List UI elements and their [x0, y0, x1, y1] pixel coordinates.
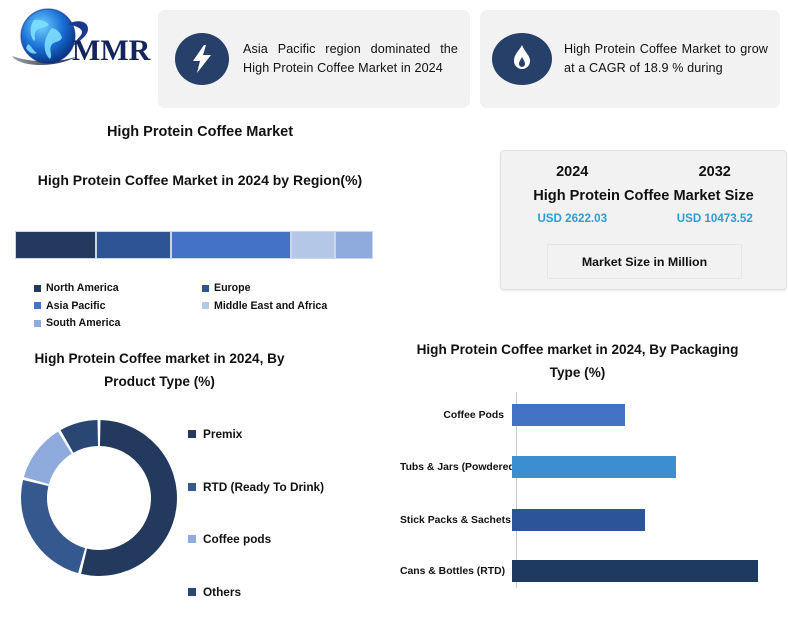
region-legend-item: North America: [34, 281, 202, 296]
market-size-box: 2024 2032 High Protein Coffee Market Siz…: [500, 150, 787, 290]
market-size-year-start: 2024: [501, 164, 644, 180]
legend-swatch-icon: [34, 320, 41, 327]
region-legend-label: North America: [46, 282, 119, 294]
product-type-legend-item: Others: [188, 566, 368, 618]
product-type-legend-item: Premix: [188, 408, 368, 461]
legend-swatch-icon: [202, 285, 209, 292]
product-type-legend-label: Others: [203, 585, 241, 599]
packaging-chart-title: High Protein Coffee market in 2024, By P…: [400, 338, 755, 384]
product-type-legend-label: RTD (Ready To Drink): [203, 480, 324, 494]
packaging-bar-cans-bottles-rtd: [512, 560, 758, 582]
product-type-legend-label: Premix: [203, 427, 242, 441]
region-stacked-bar: [15, 231, 373, 259]
region-legend-item: South America: [34, 316, 202, 331]
packaging-bar-coffee-pods: [512, 404, 625, 426]
region-legend-label: South America: [46, 317, 120, 329]
region-segment-north-america: [15, 231, 96, 259]
legend-swatch-icon: [188, 483, 196, 491]
packaging-bar-chart: Coffee Pods Tubs & Jars (Powdered) Stick P…: [400, 392, 788, 597]
product-type-legend: Premix RTD (Ready To Drink) Coffee pods Oth…: [188, 408, 368, 618]
market-size-caption: High Protein Coffee Market Size: [501, 188, 786, 204]
region-legend-col-2: Europe Middle East and Africa: [202, 281, 392, 316]
legend-swatch-icon: [202, 302, 209, 309]
legend-swatch-icon: [34, 285, 41, 292]
market-size-unit-label: Market Size in Million: [547, 244, 742, 279]
donut-slice-coffee-pods: [24, 432, 72, 484]
packaging-row: Stick Packs & Sachets: [400, 509, 788, 531]
packaging-bar-stick-packs-sachets: [512, 509, 645, 531]
packaging-category-label: Stick Packs & Sachets: [400, 515, 512, 526]
region-legend-item: Europe: [202, 281, 392, 296]
product-type-legend-item: RTD (Ready To Drink): [188, 461, 368, 514]
region-legend: North America Asia Pacific South America Eu…: [34, 281, 394, 334]
product-type-chart-title: High Protein Coffee market in 2024, By P…: [22, 347, 297, 393]
market-size-year-end: 2032: [644, 164, 787, 180]
legend-swatch-icon: [188, 588, 196, 596]
product-type-legend-item: Coffee pods: [188, 513, 368, 566]
header-card-1-text: Asia Pacific region dominated the High P…: [243, 40, 458, 78]
header-card-cagr: High Protein Coffee Market to grow at a …: [480, 10, 780, 108]
header-card-asia-pacific: Asia Pacific region dominated the High P…: [158, 10, 470, 108]
lightning-bolt-icon: [175, 33, 229, 85]
region-segment-south-america: [335, 231, 373, 259]
product-type-legend-label: Coffee pods: [203, 532, 271, 546]
flame-icon: [492, 33, 552, 85]
region-legend-item: Asia Pacific: [34, 299, 202, 314]
market-size-value-start: USD 2622.03: [501, 212, 644, 225]
region-legend-label: Europe: [214, 282, 251, 294]
region-legend-label: Middle East and Africa: [214, 300, 327, 312]
region-segment-middle-east-and-africa: [291, 231, 336, 259]
market-size-value-end: USD 10473.52: [644, 212, 787, 225]
legend-swatch-icon: [34, 302, 41, 309]
market-size-values: USD 2622.03 USD 10473.52: [501, 212, 786, 225]
packaging-category-label: Tubs & Jars (Powdered): [400, 462, 512, 473]
legend-swatch-icon: [188, 430, 196, 438]
legend-swatch-icon: [188, 535, 196, 543]
region-legend-label: Asia Pacific: [46, 300, 105, 312]
region-legend-col-1: North America Asia Pacific South America: [34, 281, 202, 334]
packaging-row: Tubs & Jars (Powdered): [400, 456, 788, 478]
logo-wordmark: MMR: [72, 34, 151, 67]
packaging-row: Coffee Pods: [400, 404, 788, 426]
packaging-row: Cans & Bottles (RTD): [400, 560, 788, 582]
region-legend-item: Middle East and Africa: [202, 299, 392, 314]
region-segment-asia-pacific: [171, 231, 291, 259]
donut-slice-rtd-ready-to-drink: [21, 480, 85, 573]
header-card-2-text: High Protein Coffee Market to grow at a …: [564, 40, 768, 78]
region-chart-title: High Protein Coffee Market in 2024 by Re…: [18, 168, 382, 192]
product-type-donut: [14, 408, 184, 588]
packaging-category-label: Cans & Bottles (RTD): [400, 566, 512, 577]
market-size-years: 2024 2032: [501, 164, 786, 180]
region-segment-europe: [96, 231, 171, 259]
globe-swoosh-icon: MMR: [6, 4, 156, 72]
packaging-category-label: Coffee Pods: [400, 410, 512, 421]
mmr-logo: MMR: [6, 4, 156, 72]
page-title: High Protein Coffee Market: [0, 124, 400, 140]
packaging-bar-tubs-jars-powdered: [512, 456, 676, 478]
